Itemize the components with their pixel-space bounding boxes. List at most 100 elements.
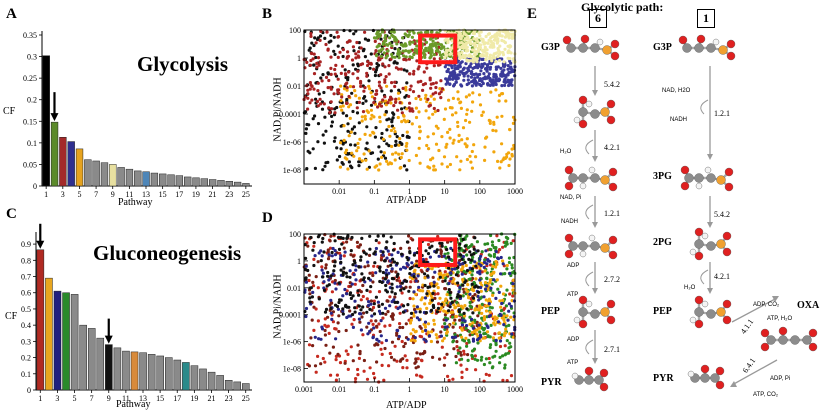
- glycolysis-scatter-point-darkred: [377, 80, 381, 84]
- glycolysis-scatter-point-black: [310, 41, 314, 45]
- glycolysis-scatter-point-olive: [413, 47, 417, 51]
- glycolysis-scatter-point-pale-yellow: [501, 29, 505, 33]
- gluconeogenesis-scatter-point-red: [436, 292, 440, 296]
- gluconeogenesis-scatter-point-brown: [453, 318, 457, 322]
- gluconeogenesis-scatter-point-orange: [502, 314, 506, 318]
- gluconeogenesis-scatter-point-red: [381, 316, 385, 320]
- gluconeogenesis-scatter-point-black: [311, 248, 315, 252]
- gluconeogenesis-scatter-point-green: [473, 357, 477, 361]
- glycolysis-scatter-point-darkred: [306, 107, 310, 111]
- gluconeogenesis-scatter-point-orange: [495, 278, 499, 282]
- gluconeogenesis-scatter-point-brown: [371, 273, 375, 278]
- gluconeogenesis-ytick-label: 0.7: [21, 273, 31, 282]
- gluconeogenesis-scatter-point-orange: [423, 323, 427, 327]
- glycolysis-scatter-point-pale-yellow: [462, 42, 466, 46]
- glycolysis-scatter-ytick-label: 1: [297, 54, 301, 63]
- glycolysis-scatter-point-orange: [442, 117, 446, 121]
- gluconeogenesis-scatter-point-black: [391, 257, 395, 261]
- gluconeogenesis-scatter-point-red: [369, 319, 373, 323]
- glycolysis-scatter-point-orange: [465, 144, 469, 148]
- gluconeogenesis-scatter-point-orange: [491, 336, 495, 340]
- glycolysis-scatter-point-orange: [365, 167, 369, 171]
- gluconeogenesis-scatter-point-navy: [377, 339, 381, 343]
- gluconeogenesis-scatter-point-black: [341, 273, 345, 277]
- gluconeogenesis-scatter-point-navy: [343, 287, 347, 292]
- glycolysis-scatter-point-black: [344, 75, 348, 80]
- gluconeogenesis-scatter-point-brown: [328, 303, 332, 307]
- gluconeogenesis-scatter-point-black: [428, 246, 432, 250]
- gluconeogenesis-scatter-point-red: [372, 371, 376, 376]
- glycolysis-scatter-point-darkred: [401, 86, 405, 90]
- gluconeogenesis-scatter-point-navy: [486, 325, 490, 329]
- glycolysis-xtick-label: 19: [192, 190, 200, 199]
- glycolysis-scatter-point-orange: [338, 141, 343, 145]
- gluconeogenesis-scatter-point-black: [400, 252, 404, 256]
- glycolysis-scatter-point-darkred: [421, 88, 425, 92]
- gluconeogenesis-scatter-point-brown: [343, 361, 347, 365]
- gluconeogenesis-bar-25: [242, 383, 250, 391]
- glycolysis-scatter-point-darkred: [390, 81, 394, 85]
- glycolysis-scatter-point-orange: [377, 168, 381, 172]
- glycolysis-scatter-point-darkred: [381, 98, 385, 102]
- glycolysis-scatter-point-orange: [488, 121, 492, 125]
- gluconeogenesis-arrow-head-9: [104, 335, 113, 344]
- gluconeogenesis-scatter-point-red: [328, 246, 333, 250]
- gluconeogenesis-scatter-point-black: [337, 300, 341, 305]
- glycolysis-bar-25: [242, 183, 250, 187]
- glycolysis-scatter-point-darkred: [333, 67, 337, 72]
- gluconeogenesis-scatter-point-black: [348, 275, 352, 279]
- glycolysis-scatter-point-navy: [478, 77, 483, 81]
- glycolysis-scatter-point-olive: [375, 32, 379, 36]
- glycolysis-scatter-point-darkred: [383, 80, 387, 84]
- glycolysis-scatter-point-navy: [491, 83, 495, 87]
- glycolysis-scatter-point-black: [324, 129, 328, 133]
- glycolysis-scatter-point-pale-yellow: [488, 56, 492, 60]
- gluconeogenesis-scatter-point-brown: [375, 360, 379, 364]
- glycolysis-scatter-point-darkred: [350, 58, 355, 62]
- cofactor-h2o-right: H₂O: [684, 285, 696, 291]
- glycolysis-scatter-point-darkred: [375, 89, 379, 93]
- gluconeogenesis-scatter-point-red: [498, 248, 502, 252]
- glycolysis-scatter-point-darkred: [345, 55, 350, 59]
- glycolysis-scatter-point-pale-yellow: [503, 47, 507, 51]
- gluconeogenesis-scatter-point-orange: [414, 329, 418, 333]
- glycolysis-scatter-point-navy: [486, 82, 490, 86]
- glycolysis-scatter-point-darkred: [324, 42, 328, 47]
- gluconeogenesis-bar-13: [139, 352, 147, 391]
- glycolysis-scatter-point-darkred: [335, 30, 339, 34]
- gluconeogenesis-scatter-point-brown: [418, 325, 422, 329]
- glycolysis-scatter-point-olive: [439, 43, 443, 47]
- hydrogen-atom: [579, 250, 587, 258]
- glycolysis-scatter-point-darkred: [439, 79, 443, 83]
- gluconeogenesis-scatter-point-black: [392, 260, 396, 264]
- glycolysis-scatter-point-navy: [488, 67, 492, 71]
- carbon-atom: [590, 309, 600, 319]
- gluconeogenesis-scatter-point-green: [470, 243, 474, 247]
- glycolysis-scatter-point-orange: [378, 162, 382, 166]
- gluconeogenesis-scatter-point-brown: [386, 299, 390, 303]
- glycolysis-scatter-point-black: [304, 131, 308, 135]
- gluconeogenesis-scatter-point-green: [475, 240, 479, 244]
- glycolysis-scatter-point-navy: [470, 84, 474, 88]
- gluconeogenesis-scatter-point-green: [465, 253, 469, 257]
- gluconeogenesis-scatter-point-navy: [424, 328, 428, 333]
- gluconeogenesis-scatter-point-brown: [326, 315, 330, 319]
- glycolysis-scatter-point-navy: [508, 83, 512, 87]
- glycolysis-scatter-point-orange: [364, 158, 368, 162]
- glycolysis-scatter-point-darkred: [407, 72, 412, 76]
- gluconeogenesis-scatter-point-green: [480, 250, 484, 254]
- gluconeogenesis-scatter-point-green: [499, 309, 504, 313]
- gluconeogenesis-scatter-point-navy: [470, 317, 474, 321]
- glycolysis-scatter-point-orange: [445, 165, 450, 169]
- gluconeogenesis-scatter-point-black: [462, 311, 466, 315]
- gluconeogenesis-scatter-point-navy: [471, 326, 475, 330]
- glycolysis-scatter-point-darkred: [336, 35, 340, 39]
- glycolysis-scatter-point-pale-yellow: [484, 57, 488, 62]
- glycolysis-scatter-point-darkred: [379, 104, 384, 108]
- gluconeogenesis-scatter-point-green: [468, 300, 472, 305]
- glycolysis-scatter-point-darkred: [347, 70, 351, 74]
- gluconeogenesis-scatter-point-orange: [412, 338, 416, 342]
- panel-letter-d: D: [262, 210, 273, 226]
- gluconeogenesis-scatter-point-black: [459, 253, 463, 257]
- glycolysis-scatter-point-olive: [397, 56, 401, 60]
